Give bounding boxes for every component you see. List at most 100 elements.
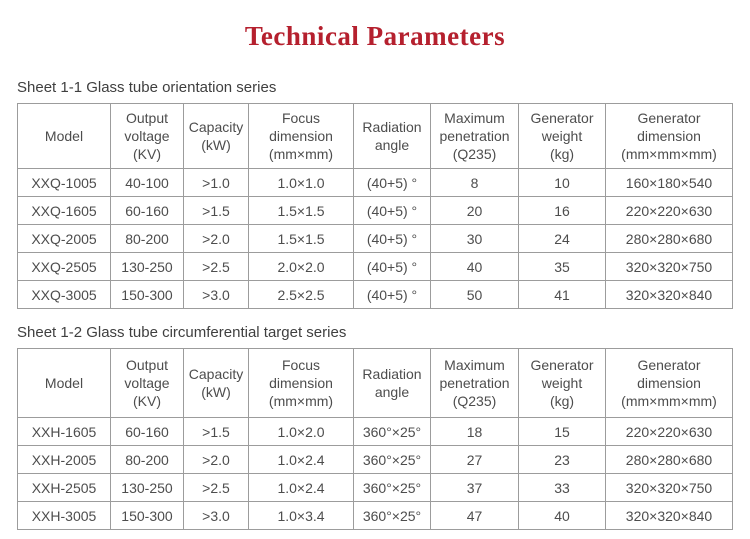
cell-radiation-angle: 360°×25° — [353, 445, 431, 474]
cell-focus-dimension: 1.0×2.0 — [248, 417, 354, 446]
cell-generator-weight: 23 — [518, 445, 606, 474]
cell-capacity: >1.5 — [183, 196, 249, 225]
column-header-maximum-penetration: Maximum penetration (Q235) — [430, 348, 519, 418]
column-header-output-voltage: Output voltage (KV) — [110, 348, 184, 418]
cell-radiation-angle: (40+5) ° — [353, 280, 431, 309]
cell-maximum-penetration: 37 — [430, 473, 519, 502]
cell-capacity: >1.5 — [183, 417, 249, 446]
cell-generator-dimension: 220×220×630 — [605, 417, 733, 446]
cell-model: XXQ-2005 — [17, 224, 111, 253]
cell-radiation-angle: 360°×25° — [353, 473, 431, 502]
cell-radiation-angle: (40+5) ° — [353, 224, 431, 253]
sheet-1-2-caption: Sheet 1-2 Glass tube circumferential tar… — [17, 324, 347, 341]
header-row: Model Output voltage (KV) Capacity (kW) … — [17, 103, 733, 169]
cell-output-voltage: 80-200 — [110, 224, 184, 253]
cell-maximum-penetration: 47 — [430, 501, 519, 530]
column-header-focus-dimension: Focus dimension (mm×mm) — [248, 348, 354, 418]
cell-focus-dimension: 2.5×2.5 — [248, 280, 354, 309]
table-row: XXQ-2005 80-200 >2.0 1.5×1.5 (40+5) ° 30… — [17, 224, 733, 253]
cell-generator-dimension: 280×280×680 — [605, 224, 733, 253]
cell-capacity: >2.0 — [183, 224, 249, 253]
table-row: XXH-2505 130-250 >2.5 1.0×2.4 360°×25° 3… — [17, 473, 733, 502]
cell-maximum-penetration: 50 — [430, 280, 519, 309]
cell-generator-dimension: 320×320×840 — [605, 501, 733, 530]
cell-maximum-penetration: 18 — [430, 417, 519, 446]
cell-model: XXQ-1005 — [17, 168, 111, 197]
column-header-generator-weight: Generator weight (kg) — [518, 348, 606, 418]
cell-generator-weight: 35 — [518, 252, 606, 281]
column-header-generator-dimension: Generator dimension (mm×mm×mm) — [605, 348, 733, 418]
cell-capacity: >2.0 — [183, 445, 249, 474]
cell-capacity: >2.5 — [183, 473, 249, 502]
cell-generator-dimension: 320×320×840 — [605, 280, 733, 309]
cell-output-voltage: 80-200 — [110, 445, 184, 474]
cell-capacity: >3.0 — [183, 280, 249, 309]
column-header-radiation-angle: Radiation angle — [353, 348, 431, 418]
cell-focus-dimension: 1.5×1.5 — [248, 196, 354, 225]
cell-maximum-penetration: 40 — [430, 252, 519, 281]
cell-generator-weight: 41 — [518, 280, 606, 309]
cell-model: XXQ-3005 — [17, 280, 111, 309]
cell-generator-dimension: 280×280×680 — [605, 445, 733, 474]
cell-model: XXH-3005 — [17, 501, 111, 530]
column-header-model: Model — [17, 348, 111, 418]
cell-generator-weight: 16 — [518, 196, 606, 225]
cell-focus-dimension: 1.5×1.5 — [248, 224, 354, 253]
cell-output-voltage: 150-300 — [110, 280, 184, 309]
table-row: XXQ-2505 130-250 >2.5 2.0×2.0 (40+5) ° 4… — [17, 252, 733, 281]
cell-generator-dimension: 320×320×750 — [605, 252, 733, 281]
cell-focus-dimension: 2.0×2.0 — [248, 252, 354, 281]
column-header-model: Model — [17, 103, 111, 169]
column-header-maximum-penetration: Maximum penetration (Q235) — [430, 103, 519, 169]
cell-generator-weight: 15 — [518, 417, 606, 446]
cell-output-voltage: 130-250 — [110, 473, 184, 502]
cell-maximum-penetration: 20 — [430, 196, 519, 225]
cell-generator-weight: 24 — [518, 224, 606, 253]
column-header-focus-dimension: Focus dimension (mm×mm) — [248, 103, 354, 169]
cell-focus-dimension: 1.0×2.4 — [248, 473, 354, 502]
cell-focus-dimension: 1.0×3.4 — [248, 501, 354, 530]
column-header-generator-dimension: Generator dimension (mm×mm×mm) — [605, 103, 733, 169]
column-header-capacity: Capacity (kW) — [183, 348, 249, 418]
column-header-output-voltage: Output voltage (KV) — [110, 103, 184, 169]
cell-capacity: >3.0 — [183, 501, 249, 530]
column-header-generator-weight: Generator weight (kg) — [518, 103, 606, 169]
table-row: XXH-1605 60-160 >1.5 1.0×2.0 360°×25° 18… — [17, 417, 733, 446]
cell-generator-weight: 33 — [518, 473, 606, 502]
table-row: XXQ-1605 60-160 >1.5 1.5×1.5 (40+5) ° 20… — [17, 196, 733, 225]
cell-generator-dimension: 320×320×750 — [605, 473, 733, 502]
glass-tube-circumferential-target-series-table: Model Output voltage (KV) Capacity (kW) … — [17, 348, 733, 530]
cell-output-voltage: 60-160 — [110, 196, 184, 225]
page-title: Technical Parameters — [244, 21, 506, 51]
cell-maximum-penetration: 8 — [430, 168, 519, 197]
cell-capacity: >1.0 — [183, 168, 249, 197]
table-row: XXQ-1005 40-100 >1.0 1.0×1.0 (40+5) ° 8 … — [17, 168, 733, 197]
column-header-radiation-angle: Radiation angle — [353, 103, 431, 169]
cell-output-voltage: 60-160 — [110, 417, 184, 446]
cell-model: XXH-1605 — [17, 417, 111, 446]
table-row: XXQ-3005 150-300 >3.0 2.5×2.5 (40+5) ° 5… — [17, 280, 733, 309]
cell-focus-dimension: 1.0×1.0 — [248, 168, 354, 197]
cell-maximum-penetration: 27 — [430, 445, 519, 474]
cell-generator-dimension: 160×180×540 — [605, 168, 733, 197]
cell-output-voltage: 40-100 — [110, 168, 184, 197]
cell-maximum-penetration: 30 — [430, 224, 519, 253]
cell-generator-weight: 40 — [518, 501, 606, 530]
cell-model: XXH-2505 — [17, 473, 111, 502]
header-row: Model Output voltage (KV) Capacity (kW) … — [17, 348, 733, 418]
cell-radiation-angle: 360°×25° — [353, 501, 431, 530]
sheet-1-1-caption: Sheet 1-1 Glass tube orientation series — [17, 79, 277, 96]
cell-capacity: >2.5 — [183, 252, 249, 281]
cell-radiation-angle: 360°×25° — [353, 417, 431, 446]
cell-model: XXQ-1605 — [17, 196, 111, 225]
glass-tube-orientation-series-table: Model Output voltage (KV) Capacity (kW) … — [17, 103, 733, 309]
cell-radiation-angle: (40+5) ° — [353, 196, 431, 225]
cell-generator-dimension: 220×220×630 — [605, 196, 733, 225]
cell-model: XXH-2005 — [17, 445, 111, 474]
table-row: XXH-3005 150-300 >3.0 1.0×3.4 360°×25° 4… — [17, 501, 733, 530]
cell-radiation-angle: (40+5) ° — [353, 168, 431, 197]
cell-output-voltage: 130-250 — [110, 252, 184, 281]
column-header-capacity: Capacity (kW) — [183, 103, 249, 169]
cell-output-voltage: 150-300 — [110, 501, 184, 530]
